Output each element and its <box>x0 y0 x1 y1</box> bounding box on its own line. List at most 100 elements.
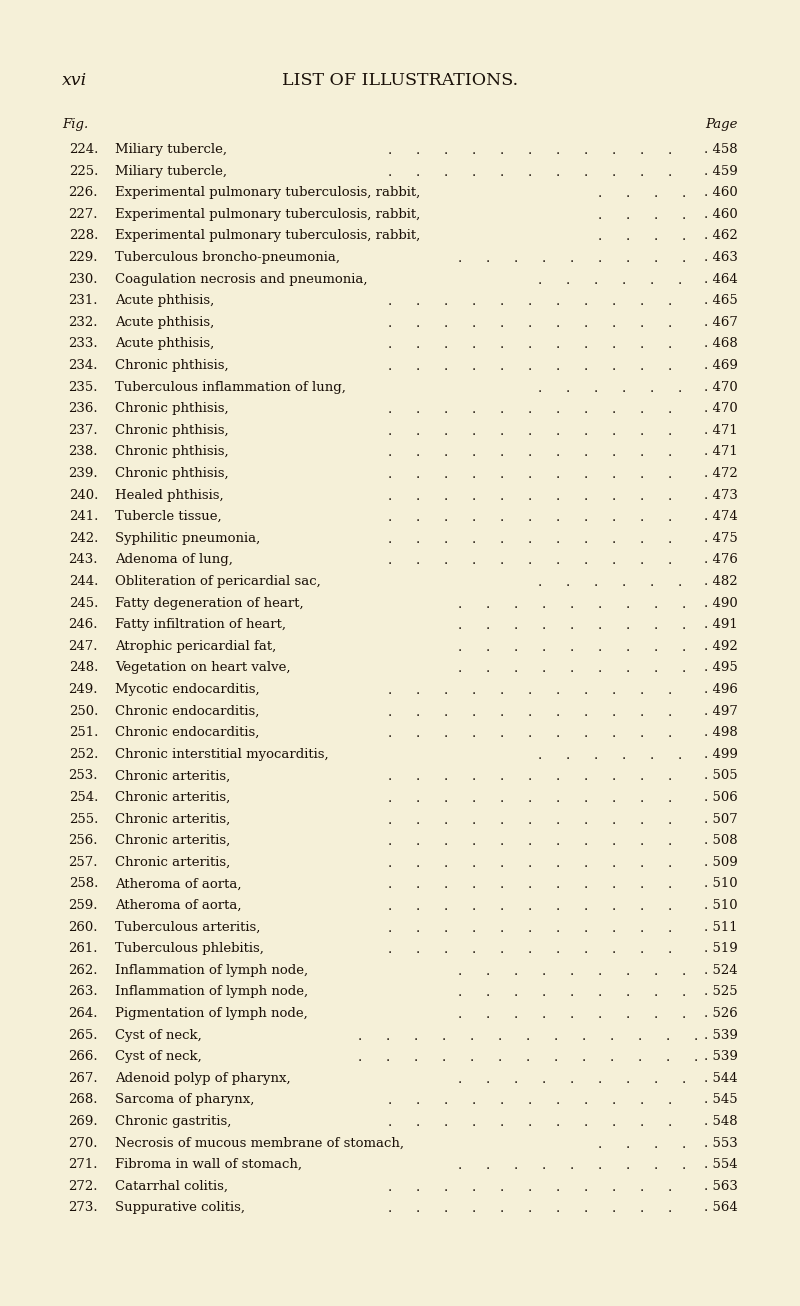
Text: .: . <box>584 705 588 718</box>
Text: Fibroma in wall of stomach,: Fibroma in wall of stomach, <box>115 1158 302 1171</box>
Text: Acute phthisis,: Acute phthisis, <box>115 294 214 307</box>
Text: 239.: 239. <box>68 468 98 481</box>
Text: .: . <box>556 533 560 546</box>
Text: .: . <box>626 986 630 999</box>
Text: 243.: 243. <box>69 554 98 567</box>
Text: 269.: 269. <box>68 1115 98 1128</box>
Text: .: . <box>500 684 504 697</box>
Text: .: . <box>556 360 560 374</box>
Text: 271.: 271. <box>69 1158 98 1171</box>
Text: .: . <box>388 338 392 351</box>
Text: .: . <box>444 922 448 935</box>
Text: .: . <box>500 468 504 481</box>
Text: .: . <box>472 468 476 481</box>
Text: 257.: 257. <box>69 855 98 868</box>
Text: 261.: 261. <box>69 942 98 955</box>
Text: .: . <box>528 900 532 913</box>
Text: . 472: . 472 <box>704 468 738 481</box>
Text: .: . <box>416 468 420 481</box>
Text: .: . <box>682 662 686 675</box>
Text: .: . <box>554 1051 558 1064</box>
Text: .: . <box>386 1029 390 1042</box>
Text: .: . <box>668 814 672 827</box>
Text: .: . <box>640 404 644 417</box>
Text: .: . <box>416 900 420 913</box>
Text: Experimental pulmonary tuberculosis, rabbit,: Experimental pulmonary tuberculosis, rab… <box>115 187 420 200</box>
Text: .: . <box>416 836 420 848</box>
Text: .: . <box>472 404 476 417</box>
Text: .: . <box>598 619 602 632</box>
Text: .: . <box>612 360 616 374</box>
Text: .: . <box>472 533 476 546</box>
Text: .: . <box>626 252 630 265</box>
Text: .: . <box>584 490 588 503</box>
Text: . 468: . 468 <box>704 337 738 350</box>
Text: .: . <box>388 1181 392 1194</box>
Text: .: . <box>556 879 560 892</box>
Text: .: . <box>668 144 672 157</box>
Text: 224.: 224. <box>69 142 98 155</box>
Text: .: . <box>388 490 392 503</box>
Text: .: . <box>584 144 588 157</box>
Text: .: . <box>526 1051 530 1064</box>
Text: 249.: 249. <box>69 683 98 696</box>
Text: .: . <box>528 922 532 935</box>
Text: .: . <box>610 1029 614 1042</box>
Text: .: . <box>444 771 448 784</box>
Text: .: . <box>472 295 476 308</box>
Text: .: . <box>358 1029 362 1042</box>
Text: .: . <box>682 1138 686 1151</box>
Text: .: . <box>500 533 504 546</box>
Text: . 460: . 460 <box>704 208 738 221</box>
Text: . 505: . 505 <box>704 769 738 782</box>
Text: .: . <box>638 1029 642 1042</box>
Text: .: . <box>444 424 448 438</box>
Text: .: . <box>500 857 504 870</box>
Text: . 495: . 495 <box>704 661 738 674</box>
Text: .: . <box>416 511 420 524</box>
Text: .: . <box>612 1094 616 1107</box>
Text: .: . <box>570 662 574 675</box>
Text: 273.: 273. <box>68 1202 98 1215</box>
Text: .: . <box>584 1181 588 1194</box>
Text: .: . <box>640 1181 644 1194</box>
Text: .: . <box>668 1203 672 1216</box>
Text: .: . <box>584 317 588 330</box>
Text: .: . <box>678 748 682 761</box>
Text: .: . <box>500 1203 504 1216</box>
Text: .: . <box>612 295 616 308</box>
Text: Cyst of neck,: Cyst of neck, <box>115 1050 202 1063</box>
Text: .: . <box>500 317 504 330</box>
Text: Catarrhal colitis,: Catarrhal colitis, <box>115 1179 228 1192</box>
Text: Tuberculous inflammation of lung,: Tuberculous inflammation of lung, <box>115 380 346 393</box>
Text: Tubercle tissue,: Tubercle tissue, <box>115 511 222 524</box>
Text: . 509: . 509 <box>704 855 738 868</box>
Text: .: . <box>640 360 644 374</box>
Text: .: . <box>612 705 616 718</box>
Text: .: . <box>626 209 630 222</box>
Text: .: . <box>610 1051 614 1064</box>
Text: .: . <box>528 1181 532 1194</box>
Text: . 469: . 469 <box>704 359 738 372</box>
Text: .: . <box>584 338 588 351</box>
Text: .: . <box>528 338 532 351</box>
Text: .: . <box>668 447 672 460</box>
Text: .: . <box>556 943 560 956</box>
Text: .: . <box>388 360 392 374</box>
Text: .: . <box>584 424 588 438</box>
Text: 235.: 235. <box>69 380 98 393</box>
Text: xvi: xvi <box>62 72 87 89</box>
Text: 226.: 226. <box>69 187 98 200</box>
Text: .: . <box>442 1029 446 1042</box>
Text: .: . <box>444 1094 448 1107</box>
Text: 247.: 247. <box>69 640 98 653</box>
Text: .: . <box>678 576 682 589</box>
Text: .: . <box>388 295 392 308</box>
Text: .: . <box>584 684 588 697</box>
Text: .: . <box>694 1051 698 1064</box>
Text: .: . <box>528 533 532 546</box>
Text: .: . <box>470 1051 474 1064</box>
Text: .: . <box>500 943 504 956</box>
Text: .: . <box>612 404 616 417</box>
Text: .: . <box>416 166 420 179</box>
